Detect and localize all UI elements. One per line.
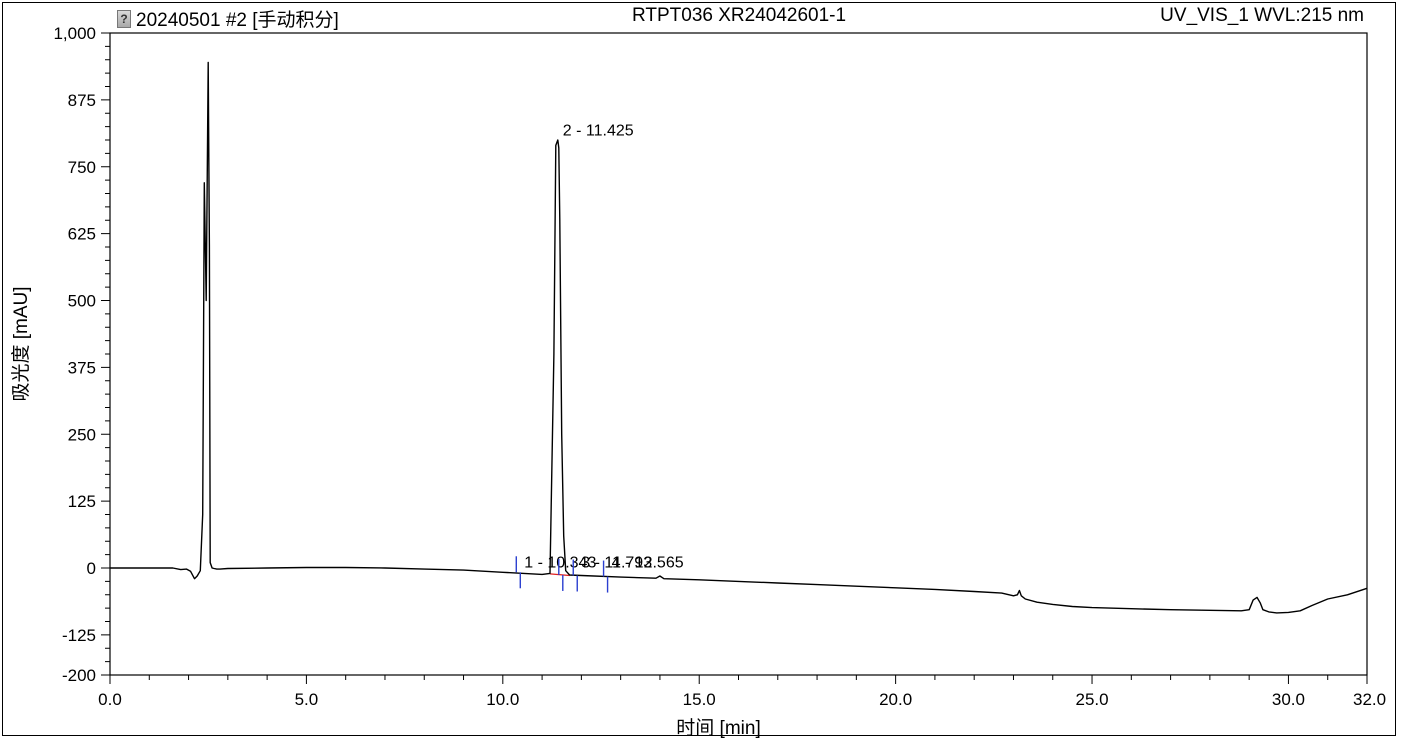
x-tick-label: 32.0 bbox=[1353, 690, 1386, 709]
y-tick-label: 125 bbox=[68, 492, 96, 511]
sample-title: 20240501 #2 [手动积分] bbox=[136, 10, 339, 31]
peak-label: 2 - 11.425 bbox=[563, 122, 634, 139]
y-tick-label: -200 bbox=[62, 666, 96, 685]
header-left: ? 20240501 #2 [手动积分] bbox=[117, 5, 339, 32]
x-tick-label: 30.0 bbox=[1272, 690, 1305, 709]
y-tick-label: 625 bbox=[68, 225, 96, 244]
y-tick-label: 375 bbox=[68, 358, 96, 377]
peak-label: 1 - 10.343 bbox=[524, 554, 596, 571]
document-icon[interactable]: ? bbox=[117, 9, 131, 28]
x-tick-label: 0.0 bbox=[98, 690, 122, 709]
series-line bbox=[110, 61, 1368, 614]
sample-name: RTPT036 XR24042601-1 bbox=[632, 5, 847, 26]
peak-label: 4 - 12.565 bbox=[612, 554, 684, 571]
x-axis-title: 时间 [min] bbox=[676, 717, 760, 739]
integration-baseline bbox=[549, 573, 570, 577]
y-tick-label: 875 bbox=[68, 91, 96, 110]
x-tick-label: 10.0 bbox=[486, 690, 519, 709]
y-tick-label: 500 bbox=[68, 292, 96, 311]
x-tick-label: 25.0 bbox=[1075, 690, 1108, 709]
x-tick-label: 20.0 bbox=[879, 690, 912, 709]
y-axis-title: 吸光度 [mAU] bbox=[10, 286, 32, 401]
y-tick-label: -125 bbox=[62, 626, 96, 645]
peak-label: 3 - 11.793 bbox=[581, 554, 652, 571]
channel-label: UV_VIS_1 WVL:215 nm bbox=[1160, 5, 1364, 26]
plot-area bbox=[109, 32, 1368, 676]
y-tick-label: 1,000 bbox=[53, 24, 96, 43]
y-tick-label: 250 bbox=[68, 425, 96, 444]
x-tick-label: 15.0 bbox=[683, 690, 716, 709]
x-tick-label: 5.0 bbox=[295, 690, 319, 709]
y-tick-label: 750 bbox=[68, 158, 96, 177]
y-tick-label: 0 bbox=[87, 559, 96, 578]
